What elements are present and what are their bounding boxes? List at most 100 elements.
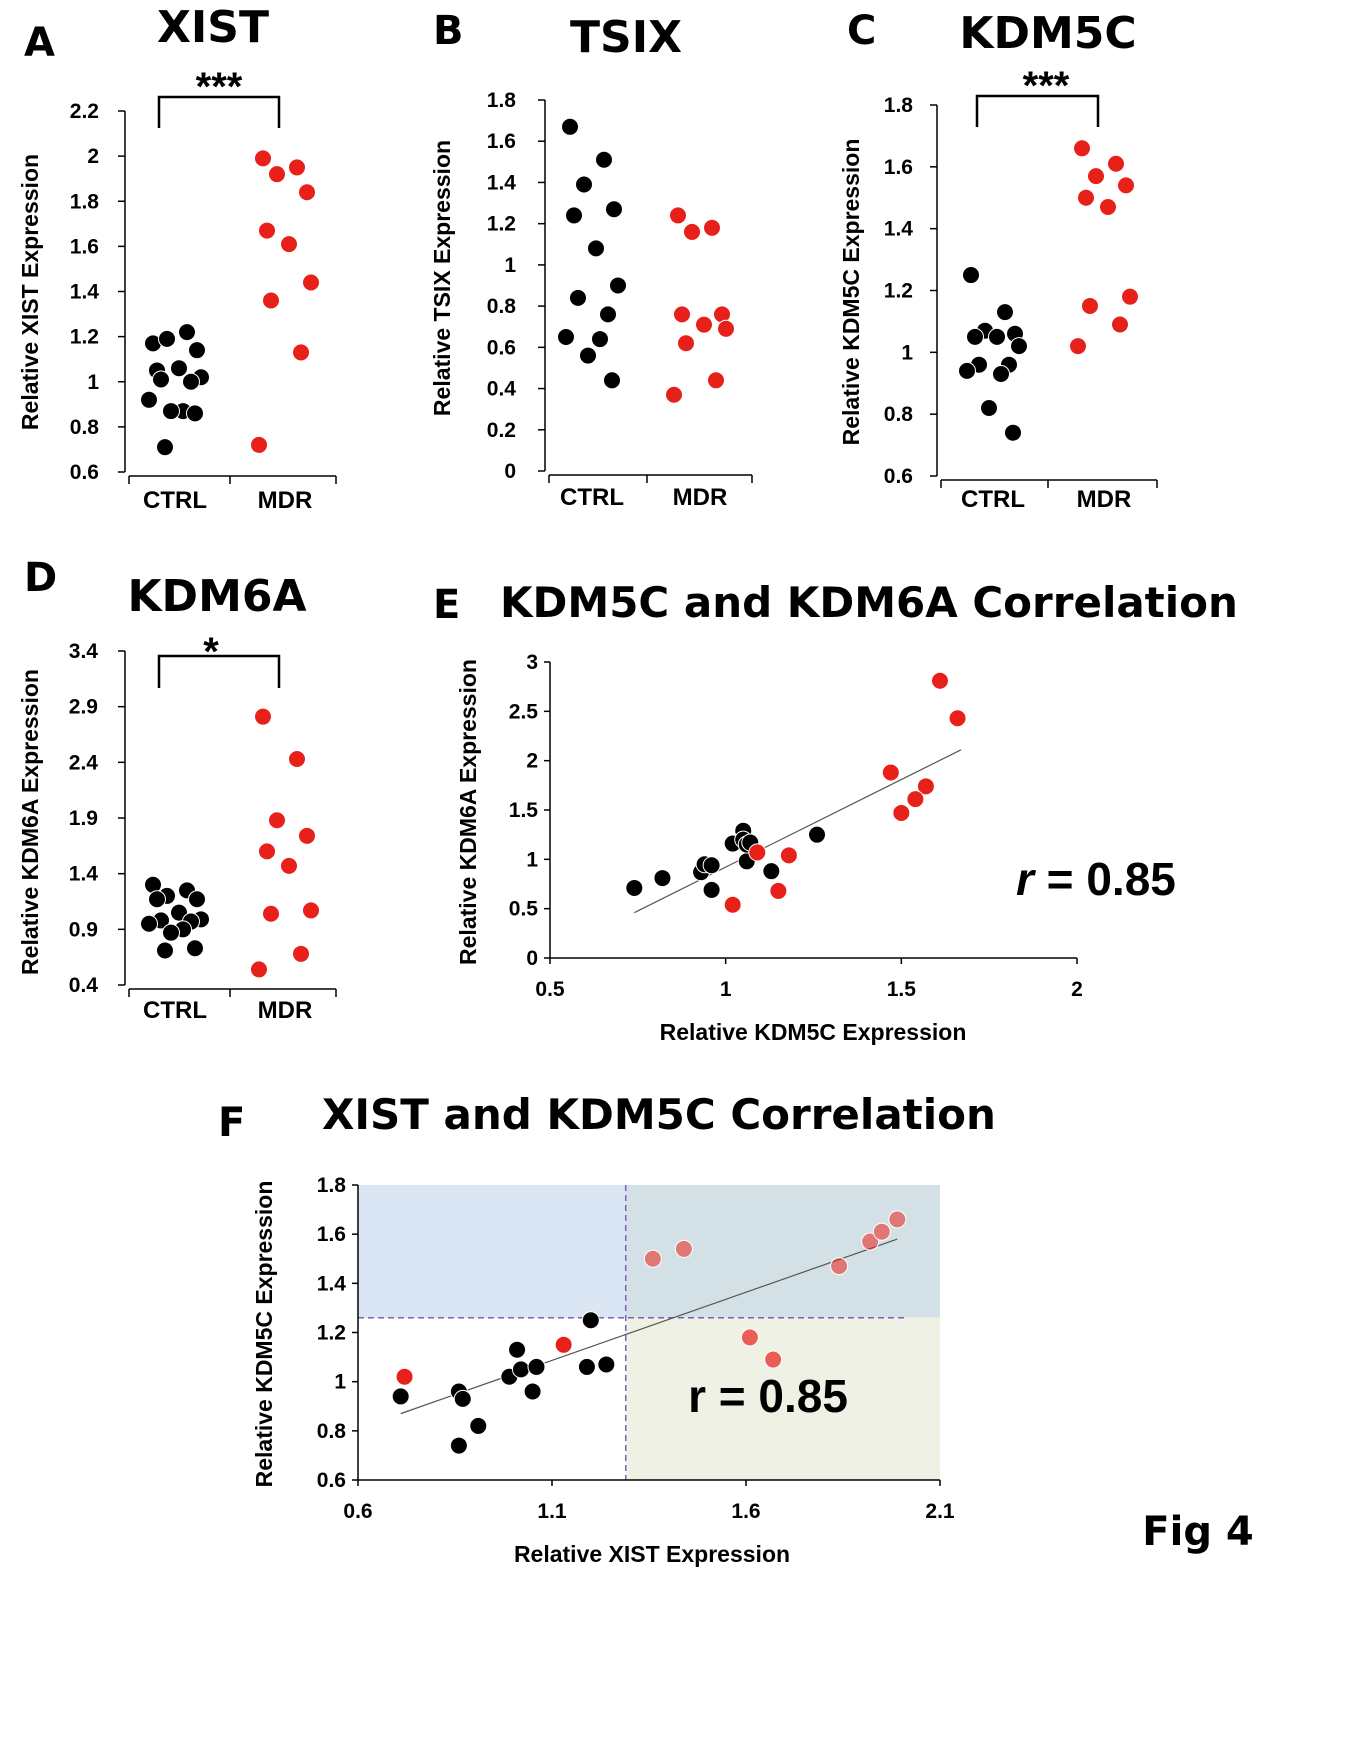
panel-title: XIST and KDM5C Correlation bbox=[322, 1090, 996, 1139]
mdr-point bbox=[674, 1239, 693, 1258]
ctrl-point bbox=[158, 329, 176, 348]
ctrl-point bbox=[591, 330, 609, 349]
y-tick-label: 1.8 bbox=[487, 89, 517, 112]
category-label: MDR bbox=[258, 997, 313, 1024]
mdr-point bbox=[1121, 287, 1139, 306]
y-tick-label: 0.6 bbox=[487, 336, 516, 359]
mdr-point bbox=[1099, 198, 1117, 217]
y-tick-label: 2 bbox=[526, 750, 538, 773]
y-tick-label: 1.2 bbox=[487, 213, 516, 236]
category-label: MDR bbox=[258, 487, 313, 514]
ctrl-point bbox=[186, 404, 204, 423]
mdr-point bbox=[268, 811, 286, 830]
panel-title: KDM6A bbox=[127, 571, 306, 622]
mdr-point bbox=[830, 1257, 849, 1276]
mdr-point bbox=[254, 707, 272, 726]
panel-label: E bbox=[433, 582, 460, 628]
y-tick-label: 1.5 bbox=[509, 799, 539, 822]
ctrl-point bbox=[561, 117, 579, 136]
ctrl-point bbox=[527, 1357, 546, 1376]
ctrl-point bbox=[182, 372, 200, 391]
ctrl-point bbox=[1010, 337, 1028, 356]
mdr-point bbox=[292, 944, 310, 963]
y-tick-label: 0 bbox=[504, 460, 516, 483]
y-tick-label: 0.5 bbox=[509, 898, 539, 921]
ctrl-point bbox=[575, 175, 593, 194]
y-tick-label: 1 bbox=[901, 341, 913, 364]
panel-B: B TSIX Relative TSIX Expression 0 0.2 0.4 0.6 0… bbox=[429, 8, 753, 511]
mdr-point bbox=[683, 222, 701, 241]
y-tick-label: 1.8 bbox=[884, 94, 914, 117]
ctrl-point bbox=[988, 327, 1006, 346]
significance-stars: *** bbox=[196, 65, 243, 109]
mdr-point bbox=[665, 385, 683, 404]
mdr-point bbox=[703, 218, 721, 237]
mdr-point bbox=[280, 235, 298, 254]
category-label: MDR bbox=[673, 484, 728, 511]
y-tick-label: 1.2 bbox=[884, 280, 913, 303]
panel-E: E KDM5C and KDM6A Correlation 0 0.5 1 1.5 2 2.5… bbox=[433, 578, 1238, 1045]
correlation-label: r = 0.85 bbox=[688, 1370, 848, 1422]
mdr-point bbox=[673, 305, 691, 324]
y-tick-label: 1.2 bbox=[317, 1322, 346, 1345]
mdr-point bbox=[779, 846, 798, 865]
mdr-point bbox=[395, 1367, 414, 1386]
panel-F: F XIST and KDM5C Correlation 0.6 0.8 1 1.2 1.4… bbox=[218, 1090, 996, 1567]
y-tick-label: 1.8 bbox=[70, 190, 100, 213]
y-tick-label: 3 bbox=[526, 651, 538, 674]
mdr-point bbox=[677, 334, 695, 353]
panel-label: F bbox=[218, 1100, 245, 1146]
ctrl-point bbox=[508, 1340, 527, 1359]
panel-label: A bbox=[24, 20, 55, 66]
y-tick-label: 1.8 bbox=[317, 1174, 347, 1197]
y-tick-label: 0.8 bbox=[317, 1420, 347, 1443]
mdr-point bbox=[930, 671, 949, 690]
ctrl-point bbox=[148, 890, 166, 909]
ctrl-point bbox=[170, 903, 188, 922]
significance-bracket bbox=[157, 654, 281, 688]
y-tick-label: 1.2 bbox=[70, 326, 99, 349]
ctrl-point bbox=[962, 266, 980, 285]
x-tick-label: 2 bbox=[1071, 978, 1083, 1001]
ctrl-point bbox=[597, 1355, 616, 1374]
ctrl-point bbox=[702, 880, 721, 899]
y-tick-label: 1.4 bbox=[69, 863, 99, 886]
mdr-point bbox=[1087, 167, 1105, 186]
mdr-point bbox=[1111, 315, 1129, 334]
significance-bracket bbox=[157, 95, 281, 128]
ctrl-point bbox=[996, 303, 1014, 322]
panel-D: D KDM6A Relative KDM6A Expression 0.4 0.9 1.4… bbox=[17, 555, 337, 1024]
y-tick-label: 0.2 bbox=[487, 419, 516, 442]
panel-title: XIST bbox=[157, 2, 269, 53]
ctrl-point bbox=[162, 402, 180, 421]
ctrl-point bbox=[511, 1360, 530, 1379]
mdr-point bbox=[1081, 296, 1099, 315]
mdr-point bbox=[695, 315, 713, 334]
ctrl-point bbox=[152, 370, 170, 389]
ctrl-point bbox=[186, 939, 204, 958]
y-tick-label: 1.4 bbox=[487, 171, 517, 194]
mdr-point bbox=[288, 158, 306, 177]
mdr-point bbox=[888, 1210, 907, 1229]
panel-title: TSIX bbox=[570, 12, 682, 63]
panel-label: B bbox=[433, 8, 464, 54]
y-tick-label: 0.6 bbox=[70, 461, 99, 484]
mdr-point bbox=[881, 763, 900, 782]
mdr-point bbox=[1107, 154, 1125, 173]
significance-stars: * bbox=[203, 630, 219, 674]
figure-label: Fig 4 bbox=[1142, 1509, 1253, 1555]
mdr-point bbox=[250, 435, 268, 454]
ctrl-point bbox=[603, 371, 621, 390]
y-tick-label: 2.2 bbox=[70, 100, 99, 123]
x-tick-label: 1.6 bbox=[731, 1500, 760, 1523]
y-axis-label: Relative KDM5C Expression bbox=[838, 139, 864, 446]
trend-line bbox=[634, 749, 962, 914]
ctrl-point bbox=[449, 1436, 468, 1455]
mdr-point bbox=[643, 1249, 662, 1268]
x-tick-label: 1.1 bbox=[537, 1500, 567, 1523]
ctrl-point bbox=[587, 239, 605, 258]
y-tick-label: 1.6 bbox=[884, 156, 913, 179]
mdr-point bbox=[262, 291, 280, 310]
x-tick-label: 2.1 bbox=[925, 1500, 955, 1523]
